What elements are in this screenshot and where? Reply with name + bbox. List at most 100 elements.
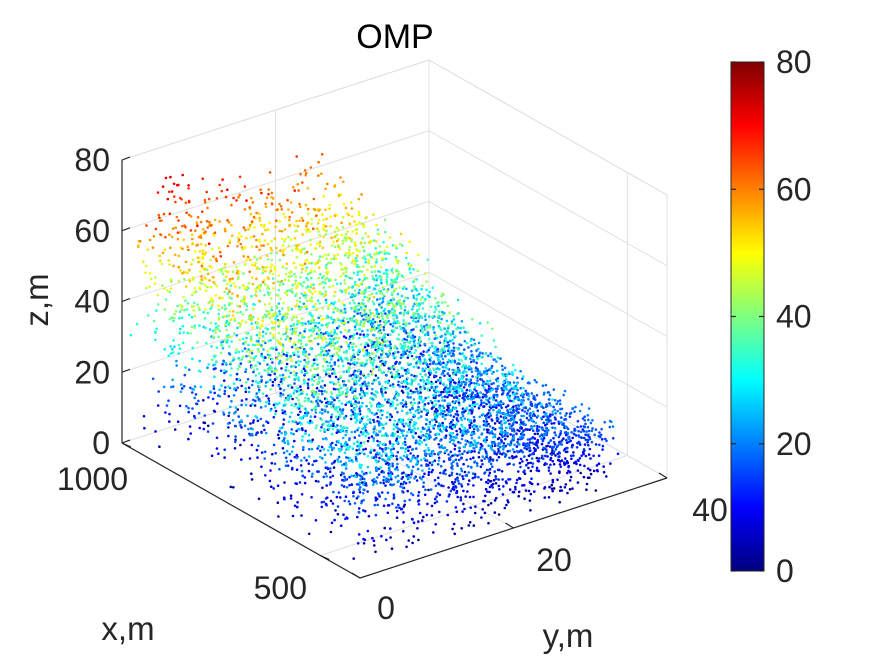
point-cloud-point bbox=[553, 443, 557, 446]
point-cloud-point bbox=[252, 307, 255, 311]
point-cloud-point bbox=[254, 364, 257, 367]
point-cloud-point bbox=[180, 308, 183, 311]
point-cloud-point bbox=[225, 321, 228, 324]
point-cloud-point bbox=[391, 267, 394, 271]
point-cloud-point bbox=[423, 387, 427, 390]
point-cloud-point bbox=[366, 268, 369, 272]
point-cloud-point bbox=[209, 258, 212, 262]
point-cloud-point bbox=[169, 175, 172, 179]
point-cloud-point bbox=[212, 367, 216, 371]
point-cloud-point bbox=[247, 390, 251, 394]
point-cloud-point bbox=[353, 289, 357, 292]
point-cloud-point bbox=[184, 201, 188, 205]
point-cloud-point bbox=[489, 396, 493, 400]
point-cloud-point bbox=[329, 354, 332, 358]
point-cloud-point bbox=[372, 324, 376, 328]
grid-line-x-floor-2 bbox=[121, 342, 430, 444]
point-cloud-point bbox=[312, 283, 315, 287]
point-cloud-point bbox=[215, 285, 219, 288]
point-cloud-point bbox=[278, 283, 282, 287]
point-cloud-point bbox=[468, 404, 472, 408]
point-cloud-point bbox=[429, 371, 433, 375]
point-cloud-point bbox=[320, 408, 324, 411]
point-cloud-point bbox=[398, 311, 402, 315]
point-cloud-point bbox=[211, 247, 214, 251]
point-cloud-point bbox=[272, 321, 275, 325]
point-cloud-point bbox=[416, 269, 420, 273]
point-cloud-point bbox=[264, 404, 267, 408]
point-cloud-point bbox=[351, 299, 355, 302]
point-cloud-point bbox=[214, 354, 217, 357]
point-cloud-point bbox=[215, 197, 219, 200]
point-cloud-point bbox=[380, 353, 384, 356]
point-cloud-point bbox=[294, 304, 298, 308]
point-cloud-point bbox=[346, 256, 350, 259]
point-cloud-point bbox=[236, 294, 239, 298]
point-cloud-point bbox=[531, 452, 534, 456]
point-cloud-point bbox=[322, 195, 326, 198]
point-cloud-point bbox=[488, 490, 491, 494]
point-cloud-point bbox=[346, 320, 350, 324]
point-cloud-point bbox=[388, 353, 391, 356]
point-cloud-point bbox=[469, 457, 472, 461]
point-cloud-point bbox=[313, 270, 316, 273]
point-cloud-point bbox=[512, 386, 516, 389]
point-cloud-point bbox=[562, 424, 566, 427]
point-cloud-point bbox=[289, 337, 292, 340]
point-cloud-point bbox=[271, 384, 275, 387]
point-cloud-point bbox=[203, 201, 207, 204]
point-cloud-point bbox=[358, 327, 361, 331]
point-cloud-point bbox=[501, 389, 504, 392]
point-cloud-point bbox=[220, 384, 223, 387]
point-cloud-point bbox=[435, 389, 438, 393]
point-cloud-point bbox=[419, 379, 423, 382]
point-cloud-point bbox=[298, 263, 302, 267]
point-cloud-point bbox=[363, 345, 367, 349]
point-cloud-point bbox=[259, 284, 263, 288]
point-cloud-point bbox=[255, 333, 259, 337]
point-cloud-point bbox=[304, 296, 308, 300]
point-cloud-point bbox=[602, 470, 606, 474]
point-cloud-point bbox=[219, 254, 223, 258]
point-cloud-point bbox=[376, 415, 380, 419]
point-cloud-point bbox=[287, 308, 290, 312]
point-cloud-point bbox=[438, 359, 441, 362]
point-cloud-point bbox=[320, 172, 323, 176]
point-cloud-point bbox=[222, 413, 226, 416]
point-cloud-point bbox=[362, 318, 365, 321]
point-cloud-point bbox=[233, 317, 236, 321]
point-cloud-point bbox=[582, 448, 586, 451]
point-cloud-point bbox=[298, 243, 301, 247]
point-cloud-point bbox=[448, 393, 451, 397]
point-cloud-point bbox=[236, 386, 239, 390]
point-cloud-point bbox=[463, 417, 467, 421]
point-cloud-point bbox=[468, 426, 472, 430]
point-cloud-point bbox=[217, 246, 221, 250]
point-cloud-point bbox=[453, 444, 457, 447]
point-cloud-point bbox=[321, 213, 324, 216]
point-cloud-point bbox=[374, 390, 378, 393]
point-cloud-point bbox=[609, 462, 612, 465]
point-cloud-point bbox=[190, 293, 194, 297]
point-cloud-point bbox=[255, 321, 259, 324]
point-cloud-point bbox=[382, 294, 385, 297]
point-cloud-point bbox=[177, 280, 181, 283]
point-cloud-point bbox=[240, 358, 244, 361]
point-cloud-point bbox=[389, 299, 393, 302]
point-cloud-point bbox=[340, 290, 344, 294]
point-cloud-point bbox=[348, 337, 351, 341]
point-cloud-point bbox=[436, 336, 439, 340]
point-cloud-point bbox=[447, 343, 451, 347]
point-cloud-point bbox=[300, 369, 304, 373]
point-cloud-point bbox=[268, 313, 271, 316]
point-cloud-point bbox=[168, 420, 171, 423]
point-cloud-point bbox=[414, 349, 418, 352]
point-cloud-point bbox=[505, 384, 508, 388]
point-cloud-point bbox=[402, 313, 406, 317]
point-cloud-point bbox=[506, 435, 509, 438]
point-cloud-point bbox=[254, 288, 258, 292]
point-cloud-point bbox=[387, 472, 390, 475]
point-cloud-point bbox=[442, 460, 446, 463]
point-cloud-point bbox=[329, 261, 333, 265]
point-cloud-point bbox=[362, 273, 366, 277]
